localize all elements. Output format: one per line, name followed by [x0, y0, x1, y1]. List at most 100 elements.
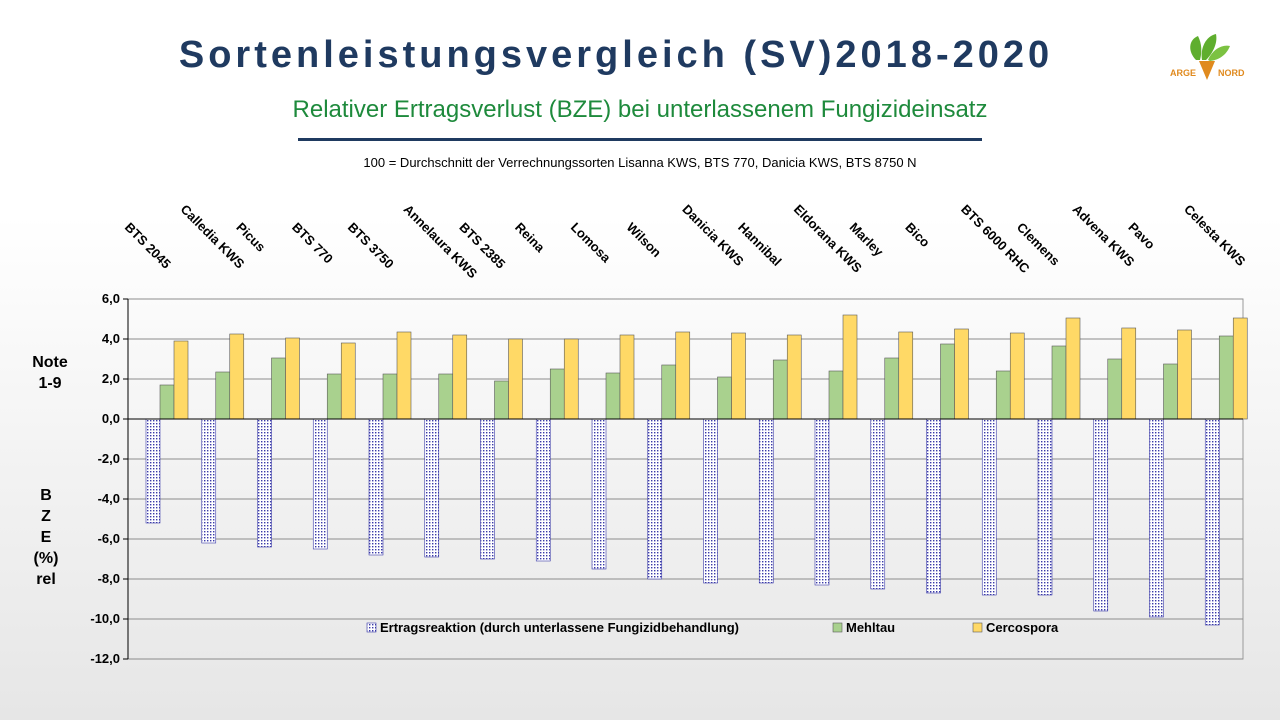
category-label: Celesta KWS: [1181, 202, 1249, 270]
bar-mehltau: [884, 357, 900, 420]
bar-ertragsreaktion: [368, 418, 384, 556]
bar-mehltau: [215, 371, 231, 420]
y-tick-label: -12,0: [90, 651, 120, 666]
bze-label-line: (%): [33, 550, 59, 567]
page-subtitle: Relativer Ertragsverlust (BZE) bei unter…: [292, 96, 988, 123]
bar-cercospora: [1177, 329, 1192, 420]
bar-ertragsreaktion: [926, 418, 941, 594]
bar-mehltau: [382, 373, 398, 420]
bar-ertragsreaktion: [1037, 418, 1053, 596]
category-label: Advena KWS: [1070, 202, 1138, 270]
bar-mehltau: [549, 368, 565, 420]
logo-text-right: NORD: [1218, 68, 1245, 78]
bar-ertragsreaktion: [535, 418, 551, 562]
bar-mehltau: [772, 359, 788, 420]
bar-mehltau: [159, 384, 175, 420]
arge-nord-logo: ARGE NORD: [1170, 34, 1245, 80]
y-tick-label: -10,0: [90, 611, 120, 626]
bar-ertragsreaktion: [758, 418, 774, 584]
bar-ertragsreaktion: [424, 418, 440, 558]
category-label: BTS 770: [289, 220, 336, 267]
bar-mehltau: [1051, 345, 1067, 420]
bar-ertragsreaktion: [201, 418, 217, 544]
bze-label-line: Z: [41, 508, 51, 525]
bar-ertragsreaktion: [981, 418, 997, 596]
category-label: Pavo: [1125, 220, 1158, 253]
category-label: Danicia KWS: [679, 202, 747, 270]
category-label: Lomosa: [568, 220, 614, 266]
bar-cercospora: [786, 334, 802, 420]
leaf-icon: [1190, 34, 1230, 80]
bar-cercospora: [1009, 332, 1025, 420]
bar-cercospora: [229, 333, 245, 420]
note-axis-label: Note 1-9: [26, 352, 74, 394]
category-label: BTS 2045: [122, 220, 174, 272]
reference-note: 100 = Durchschnitt der Verrechnungssorte…: [363, 155, 917, 170]
y-tick-label: -2,0: [98, 451, 120, 466]
category-label: Wilson: [624, 220, 665, 261]
bze-axis-label: B Z E (%) rel: [26, 485, 66, 590]
bar-ertragsreaktion: [1149, 418, 1164, 618]
y-tick-label: 4,0: [102, 331, 120, 346]
bar-ertragsreaktion: [703, 418, 718, 584]
bar-mehltau: [271, 357, 286, 420]
bar-cercospora: [954, 328, 969, 420]
bar-mehltau: [605, 372, 621, 420]
bar-ertragsreaktion: [145, 418, 161, 524]
bar-ertragsreaktion: [1093, 418, 1109, 612]
logo-text-left: ARGE: [1170, 68, 1196, 78]
bar-cercospora: [1065, 317, 1081, 420]
legend-item-mehltau: Mehltau: [846, 620, 895, 635]
legend-item-cercospora-swatch: [972, 622, 983, 633]
bar-mehltau: [661, 364, 677, 420]
bar-mehltau: [1107, 358, 1123, 420]
category-label: BTS 6000 RHC: [958, 202, 1033, 277]
legend-item-mehltau-swatch: [832, 622, 843, 633]
y-tick-label: 2,0: [102, 371, 120, 386]
bar-mehltau: [326, 373, 342, 420]
category-label: Calledia KWS: [178, 202, 248, 272]
bar-mehltau: [1163, 363, 1178, 420]
bar-cercospora: [675, 331, 691, 420]
bar-mehltau: [494, 380, 509, 420]
category-label: BTS 3750: [345, 220, 397, 272]
bar-cercospora: [173, 340, 189, 420]
category-label: Reina: [512, 220, 548, 256]
bar-mehltau: [438, 373, 454, 420]
bar-cercospora: [1121, 327, 1137, 420]
bar-ertragsreaktion: [312, 418, 328, 550]
bar-mehltau: [717, 376, 732, 420]
category-label: Bico: [902, 220, 933, 251]
legend-item-cercospora: Cercospora: [986, 620, 1059, 635]
bar-cercospora: [508, 338, 523, 420]
bar-cercospora: [452, 334, 468, 420]
bar-mehltau: [940, 343, 955, 420]
bar-mehltau: [828, 370, 844, 420]
bar-cercospora: [898, 331, 914, 420]
bar-mehltau: [995, 370, 1011, 420]
bze-label-line: B: [40, 487, 52, 504]
bar-cercospora: [563, 338, 579, 420]
y-tick-label: -6,0: [98, 531, 120, 546]
bar-cercospora: [619, 334, 635, 420]
y-tick-label: -8,0: [98, 571, 120, 586]
category-label: Picus: [233, 220, 268, 255]
bar-ertragsreaktion: [870, 418, 886, 590]
bar-cercospora: [340, 342, 356, 420]
y-tick-label: 6,0: [102, 291, 120, 306]
note-label-line: Note: [32, 354, 68, 371]
note-label-line: 1-9: [38, 375, 62, 392]
legend-item-ertragsreaktion-swatch: [366, 622, 377, 633]
y-tick-label: -4,0: [98, 491, 120, 506]
bze-label-line: rel: [36, 571, 56, 588]
bar-cercospora: [731, 332, 746, 420]
bze-label-line: E: [40, 529, 52, 546]
bar-cercospora: [285, 337, 300, 420]
bar-mehltau: [1218, 335, 1234, 420]
category-label: Eldorana KWS: [791, 202, 865, 276]
bar-ertragsreaktion: [1204, 418, 1220, 626]
bar-cercospora: [396, 331, 412, 420]
bar-cercospora: [1232, 317, 1248, 420]
bar-ertragsreaktion: [814, 418, 830, 586]
